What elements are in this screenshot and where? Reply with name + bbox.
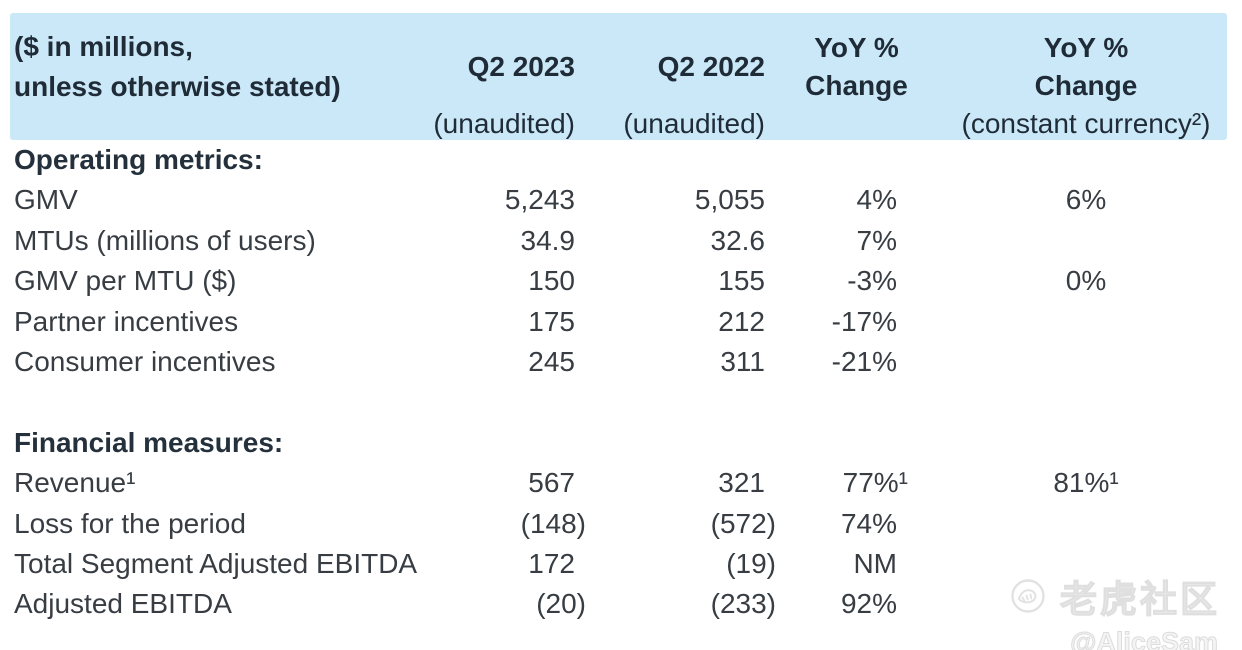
row-label: MTUs (millions of users)	[14, 224, 316, 256]
earnings-table-page: ($ in millions, unless otherwise stated)…	[0, 13, 1242, 650]
header-col-q2-2022: Q2 2022 (unaudited)	[578, 27, 768, 140]
watermark-row: 老虎社区	[1010, 569, 1220, 623]
header-col-yoy: YoY % Change	[768, 27, 945, 140]
header-q2-2022-unaudited: (unaudited)	[623, 108, 765, 139]
value-yoy: 74%	[840, 507, 897, 539]
header-col-yoy-constant-currency: YoY % Change (constant currency²)	[945, 27, 1227, 140]
value-q2-2022: 321	[718, 467, 765, 499]
tiger-logo-icon	[1011, 579, 1045, 613]
table-row-total-segment-adj-ebitda: Total Segment Adjusted EBITDA 172 (19) N…	[10, 544, 1227, 584]
row-label: GMV per MTU ($)	[14, 265, 237, 297]
table-header: ($ in millions, unless otherwise stated)…	[10, 13, 1227, 140]
header-yoy-cc-constant-currency: (constant currency²)	[961, 108, 1211, 139]
value-q2-2022: 155	[718, 265, 765, 297]
row-label: Consumer incentives	[14, 345, 276, 377]
value-yoy-cc: 6%	[1065, 184, 1107, 216]
table-row-gmv: GMV 5,243 5,055 4% 6%	[10, 180, 1227, 220]
value-q2-2022: (233)	[710, 588, 776, 620]
section-spacer	[10, 382, 1227, 422]
header-units-line2: unless otherwise stated)	[14, 71, 341, 102]
value-q2-2023: (148)	[520, 507, 586, 539]
section-row-operating-metrics: Operating metrics:	[10, 140, 1227, 180]
row-label: Partner incentives	[14, 305, 239, 337]
value-yoy: -17%	[831, 305, 897, 337]
section-row-financial-measures: Financial measures:	[10, 423, 1227, 463]
value-q2-2023: (20)	[536, 588, 586, 620]
row-label: Total Segment Adjusted EBITDA	[14, 547, 418, 579]
header-yoy-line1: YoY %	[814, 32, 899, 63]
value-q2-2023: 175	[528, 305, 575, 337]
row-label: Revenue¹	[14, 467, 136, 499]
table-row-revenue: Revenue¹ 567 321 77%¹ 81%¹	[10, 463, 1227, 503]
value-yoy: NM	[853, 547, 897, 579]
table-row-partner-incentives: Partner incentives 175 212 -17%	[10, 302, 1227, 342]
value-yoy: 77%¹	[842, 467, 908, 499]
section-title: Operating metrics:	[14, 144, 263, 175]
value-yoy-cc: 81%¹	[1053, 467, 1119, 499]
value-yoy: 4%	[856, 184, 897, 216]
header-yoy-cc-line1: YoY %	[1043, 32, 1129, 63]
value-yoy: 7%	[856, 224, 897, 256]
value-yoy-cc	[945, 302, 1227, 342]
value-q2-2023: 34.9	[520, 224, 576, 256]
table-row-gmv-per-mtu: GMV per MTU ($) 150 155 -3% 0%	[10, 261, 1227, 301]
row-label: Adjusted EBITDA	[14, 588, 232, 620]
row-label: Loss for the period	[14, 507, 246, 539]
section-title: Financial measures:	[14, 426, 284, 458]
value-q2-2023: 150	[528, 265, 575, 297]
row-label: GMV	[14, 184, 78, 216]
value-yoy: -3%	[847, 265, 897, 297]
header-col-units: ($ in millions, unless otherwise stated)	[10, 27, 420, 140]
value-q2-2022: 5,055	[694, 184, 765, 216]
table-row-mtus: MTUs (millions of users) 34.9 32.6 7%	[10, 221, 1227, 261]
table-row-adjusted-ebitda: Adjusted EBITDA (20) (233) 92%	[10, 584, 1227, 624]
value-yoy: 92%	[840, 588, 897, 620]
header-q2-2022-title: Q2 2022	[657, 51, 765, 82]
value-q2-2023: 567	[528, 467, 575, 499]
value-q2-2022: (19)	[726, 547, 776, 579]
table-row-loss-for-period: Loss for the period (148) (572) 74%	[10, 504, 1227, 544]
header-units-line1: ($ in millions,	[14, 31, 193, 62]
value-q2-2022: 212	[718, 305, 765, 337]
watermark-community-name: 老虎社区	[1059, 578, 1220, 620]
header-q2-2023-unaudited: (unaudited)	[433, 108, 575, 139]
value-yoy-cc	[945, 504, 1227, 544]
value-yoy-cc: 0%	[1065, 265, 1107, 297]
financial-table: ($ in millions, unless otherwise stated)…	[10, 13, 1227, 625]
value-q2-2022: 32.6	[710, 224, 766, 256]
value-q2-2023: 172	[528, 547, 575, 579]
value-q2-2023: 245	[528, 345, 575, 377]
value-q2-2023: 5,243	[504, 184, 575, 216]
header-q2-2023-title: Q2 2023	[467, 51, 575, 82]
watermark: 老虎社区 @AliceSam	[1010, 569, 1220, 650]
header-yoy-line2: Change	[805, 70, 908, 101]
value-q2-2022: 311	[720, 345, 765, 377]
value-yoy-cc	[945, 221, 1227, 261]
watermark-handle: @AliceSam	[1070, 627, 1219, 650]
header-col-q2-2023: Q2 2023 (unaudited)	[420, 27, 578, 140]
header-yoy-cc-line2: Change	[1034, 70, 1138, 101]
value-yoy: -21%	[831, 345, 897, 377]
value-yoy-cc	[945, 342, 1227, 382]
value-q2-2022: (572)	[710, 507, 776, 539]
table-row-consumer-incentives: Consumer incentives 245 311 -21%	[10, 342, 1227, 382]
